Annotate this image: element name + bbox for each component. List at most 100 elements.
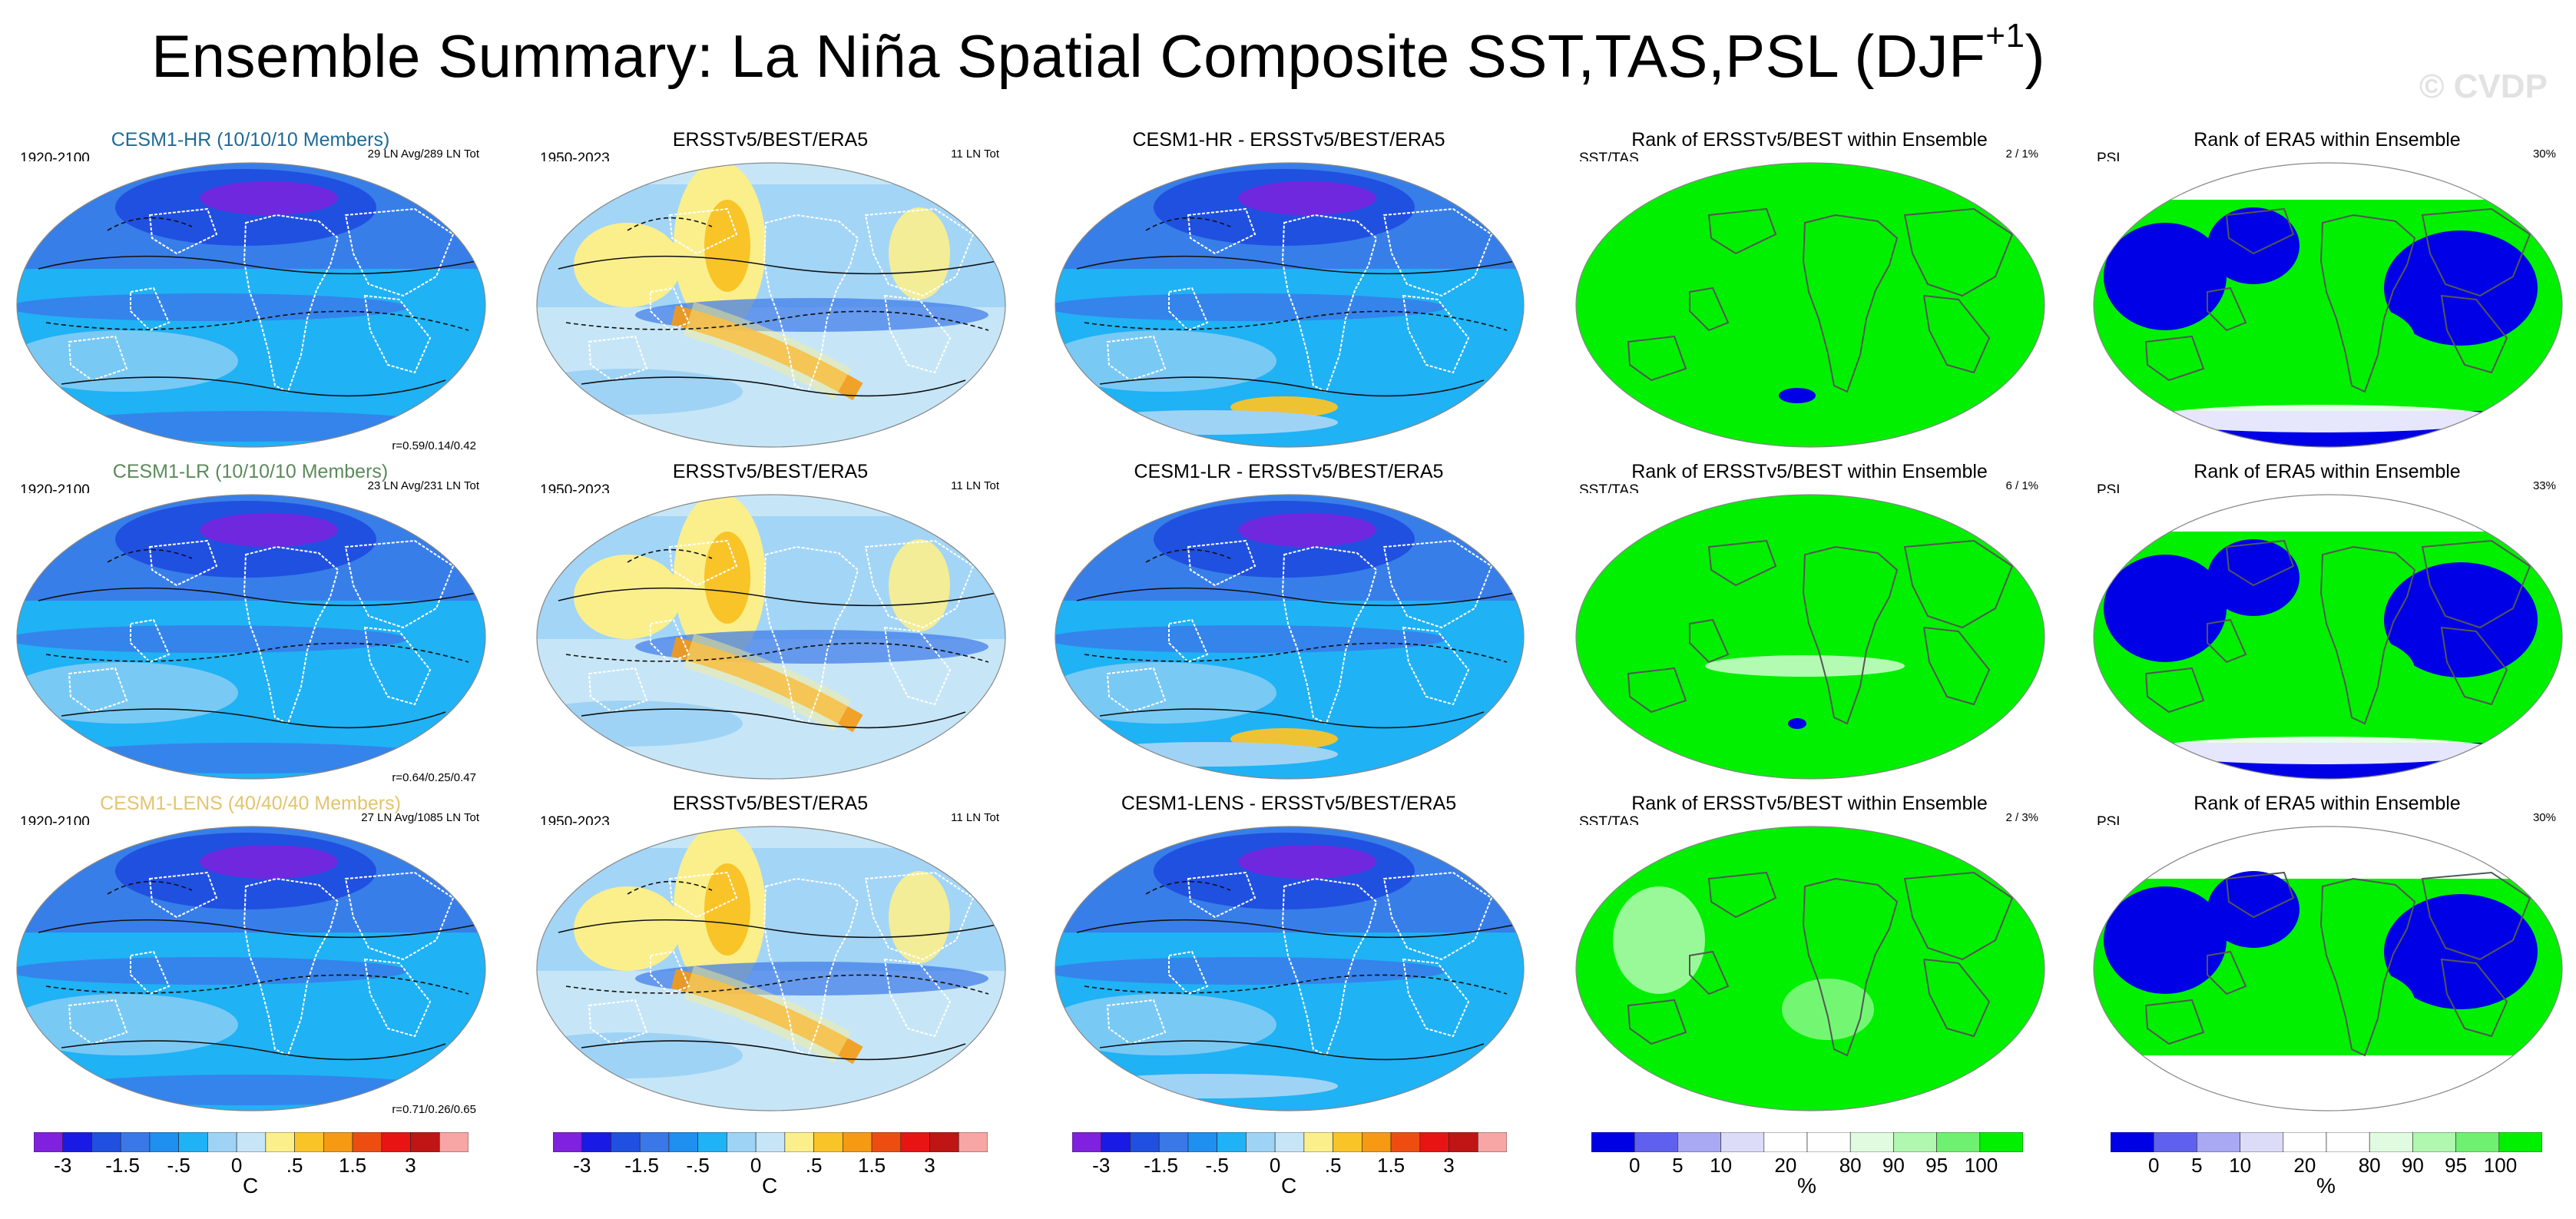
colorbar-swatch bbox=[2455, 1132, 2500, 1152]
colorbar-tick-label: 1.5 bbox=[857, 1154, 886, 1177]
colorbar-tick-label: -1.5 bbox=[1144, 1154, 1178, 1177]
rank1-title: Rank of ERSSTv5/BEST within Ensemble bbox=[1631, 793, 1988, 814]
colorbar-swatch bbox=[265, 1132, 295, 1152]
colorbar-swatch bbox=[410, 1132, 440, 1152]
figure-title: Ensemble Summary: La Niña Spatial Compos… bbox=[0, 17, 2197, 91]
colorbar-swatch bbox=[784, 1132, 814, 1152]
colorbar-rank-2 bbox=[2111, 1132, 2542, 1152]
obs-count: 11 LN Tot bbox=[951, 147, 999, 161]
panel-rank2-row1: Rank of ERA5 within Ensemble PSL 30% bbox=[2081, 129, 2573, 459]
colorbar-swatch bbox=[34, 1132, 64, 1152]
rank2-title: Rank of ERA5 within Ensemble bbox=[2194, 461, 2461, 482]
colorbar-tick-label: 20 bbox=[2293, 1154, 2316, 1177]
map-obs-row3 bbox=[535, 825, 1007, 1113]
map-diff-row2 bbox=[1054, 493, 1525, 781]
panel-diff-row2: CESM1-LR - ERSSTv5/BEST/ERA5 bbox=[1043, 461, 1535, 791]
colorbar-tick-label: 90 bbox=[1882, 1154, 1905, 1177]
colorbar-tick-label: -1.5 bbox=[624, 1154, 659, 1177]
colorbar-swatch bbox=[323, 1132, 353, 1152]
colorbar-tick-label: 0 bbox=[750, 1154, 762, 1177]
colorbar-swatch bbox=[62, 1132, 92, 1152]
colorbar-swatch bbox=[1763, 1132, 1808, 1152]
colorbar-rank-1 bbox=[1591, 1132, 2023, 1152]
colorbar-tick-label: 100 bbox=[2483, 1154, 2518, 1177]
colorbar-swatch bbox=[2111, 1132, 2154, 1152]
colorbar-tick-label: 5 bbox=[2191, 1154, 2203, 1177]
map-rank1-row2 bbox=[1574, 493, 2046, 781]
colorbar-swatch bbox=[1591, 1132, 1635, 1152]
colorbar-swatch bbox=[727, 1132, 757, 1152]
map-diff-row1 bbox=[1054, 161, 1525, 449]
colorbar-unit-temp-3: C bbox=[1281, 1174, 1297, 1197]
colorbar-swatch bbox=[2412, 1132, 2456, 1152]
colorbar-tick-label: 0 bbox=[2147, 1154, 2160, 1177]
colorbar-swatch bbox=[236, 1132, 267, 1152]
rank1-stat: 6 / 1% bbox=[2005, 479, 2038, 492]
colorbar-swatch bbox=[2153, 1132, 2197, 1152]
colorbar-swatch bbox=[352, 1132, 382, 1152]
colorbar-tick-label: 0 bbox=[1269, 1154, 1281, 1177]
colorbar-temp-2 bbox=[553, 1132, 988, 1152]
obs-count: 11 LN Tot bbox=[951, 811, 999, 824]
colorbar-swatch bbox=[900, 1132, 930, 1152]
colorbar-rank-ticks-2: 0 5 10 20 80 90 95 100 bbox=[2111, 1154, 2542, 1180]
colorbar-temp-ticks-1: -3 -1.5 -.5 0 .5 1.5 3 bbox=[34, 1154, 469, 1180]
rank1-stat: 2 / 3% bbox=[2005, 811, 2038, 824]
figure-title-close: ) bbox=[2025, 22, 2045, 90]
panel-rank1-row3: Rank of ERSSTv5/BEST within Ensemble SST… bbox=[1564, 793, 2055, 1123]
colorbar-swatch bbox=[1333, 1132, 1362, 1152]
colorbar-swatch bbox=[120, 1132, 151, 1152]
colorbar-tick-label: 10 bbox=[2229, 1154, 2252, 1177]
colorbar-swatch bbox=[611, 1132, 641, 1152]
colorbar-swatch bbox=[2498, 1132, 2542, 1152]
pattern-correlation: r=0.59/0.14/0.42 bbox=[392, 439, 476, 452]
model-title: CESM1-LENS (40/40/40 Members) bbox=[100, 793, 401, 814]
colorbar-swatch bbox=[668, 1132, 698, 1152]
colorbar-swatch bbox=[381, 1132, 411, 1152]
rank1-title: Rank of ERSSTv5/BEST within Ensemble bbox=[1631, 129, 1988, 151]
colorbar-tick-label: 3 bbox=[1443, 1154, 1455, 1177]
colorbar-tick-label: -3 bbox=[54, 1154, 72, 1177]
colorbar-tick-label: -.5 bbox=[1205, 1154, 1229, 1177]
map-diff-row3 bbox=[1054, 825, 1525, 1113]
colorbar-rank-ticks-1: 0 5 10 20 80 90 95 100 bbox=[1591, 1154, 2023, 1180]
colorbar-swatch bbox=[1101, 1132, 1131, 1152]
colorbar-unit-temp-1: C bbox=[243, 1174, 259, 1197]
colorbar-swatch bbox=[207, 1132, 237, 1152]
map-rank1-row1 bbox=[1574, 161, 2046, 449]
colorbar-swatch bbox=[813, 1132, 843, 1152]
obs-title: ERSSTv5/BEST/ERA5 bbox=[672, 793, 869, 814]
colorbar-unit-rank-1: % bbox=[1797, 1174, 1816, 1197]
colorbar-swatch bbox=[1419, 1132, 1449, 1152]
colorbar-swatch bbox=[2240, 1132, 2284, 1152]
colorbar-swatch bbox=[871, 1132, 902, 1152]
colorbar-tick-label: 3 bbox=[405, 1154, 416, 1177]
colorbar-swatch bbox=[581, 1132, 611, 1152]
colorbar-swatch bbox=[1893, 1132, 1937, 1152]
colorbar-swatch bbox=[91, 1132, 121, 1152]
colorbar-temp-3 bbox=[1072, 1132, 1507, 1152]
colorbar-swatch bbox=[1187, 1132, 1217, 1152]
colorbar-swatch bbox=[843, 1132, 872, 1152]
colorbar-tick-label: 100 bbox=[1964, 1154, 1998, 1177]
colorbar-tick-label: 10 bbox=[1710, 1154, 1733, 1177]
colorbar-swatch bbox=[553, 1132, 583, 1152]
rank2-title: Rank of ERA5 within Ensemble bbox=[2194, 129, 2461, 151]
pattern-correlation: r=0.71/0.26/0.65 bbox=[392, 1103, 476, 1116]
colorbar-swatch bbox=[294, 1132, 324, 1152]
map-model-row1 bbox=[15, 161, 487, 449]
map-rank2-row3 bbox=[2092, 825, 2564, 1113]
colorbar-tick-label: 1.5 bbox=[338, 1154, 367, 1177]
colorbar-temp-ticks-2: -3 -1.5 -.5 0 .5 1.5 3 bbox=[553, 1154, 988, 1180]
colorbar-swatch bbox=[697, 1132, 727, 1152]
colorbar-tick-label: .5 bbox=[286, 1154, 303, 1177]
colorbar-tick-label: 3 bbox=[924, 1154, 935, 1177]
model-count: 27 LN Avg/1085 LN Tot bbox=[361, 811, 479, 824]
panel-model-row3: CESM1-LENS (40/40/40 Members) 1920-2100 … bbox=[5, 793, 496, 1123]
colorbar-tick-label: .5 bbox=[805, 1154, 823, 1177]
model-count: 23 LN Avg/231 LN Tot bbox=[367, 479, 479, 492]
diff-title: CESM1-LENS - ERSSTv5/BEST/ERA5 bbox=[1121, 793, 1457, 814]
colorbar-tick-label: 1.5 bbox=[1376, 1154, 1406, 1177]
panel-model-row2: CESM1-LR (10/10/10 Members) 1920-2100 23… bbox=[5, 461, 496, 791]
colorbar-swatch bbox=[1936, 1132, 1981, 1152]
